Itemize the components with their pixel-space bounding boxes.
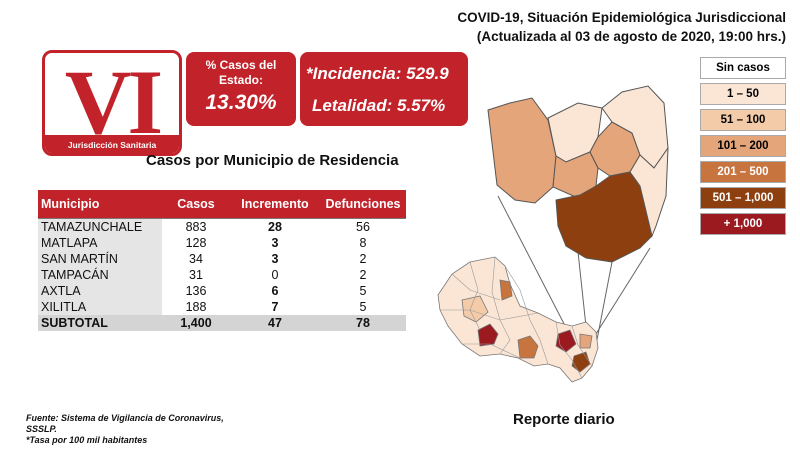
region-axtla: [552, 151, 599, 199]
footnote-source-org: SSSLP.: [26, 424, 57, 434]
cases-table: Municipio Casos Incremento Defunciones T…: [38, 190, 406, 331]
cell-casos: 188: [185, 300, 207, 314]
report-label: Reporte diario: [513, 411, 615, 428]
state-region-north: [499, 279, 513, 301]
logo-subtitle: Jurisdicción Sanitaria: [67, 140, 157, 150]
lethality-value: Letalidad: 5.57%: [312, 96, 446, 115]
column-header-defunciones: Defunciones: [320, 190, 406, 219]
region-east-strip: [629, 146, 669, 238]
state-region-capital: [477, 323, 499, 347]
state-share-label-line-1: % Casos del: [205, 58, 277, 72]
legend-item: + 1,000: [700, 213, 786, 235]
table-row: AXTLA 136 6 5: [38, 283, 406, 299]
table-row: XILITLA 188 7 5: [38, 299, 406, 315]
state-region-light: [461, 295, 489, 323]
cell-municipio: MATLAPA: [38, 235, 162, 251]
table-row: TAMAZUNCHALE 883 28 56: [38, 218, 406, 235]
cell-incremento: 7: [271, 300, 279, 314]
legend-item: Sin casos: [700, 57, 786, 79]
table-row: MATLAPA 128 3 8: [38, 235, 406, 251]
cell-municipio: XILITLA: [38, 299, 162, 315]
cell-casos: 883: [162, 218, 230, 235]
map-legend: Sin casos 1 – 50 51 – 100 101 – 200 201 …: [700, 57, 786, 239]
legend-item: 101 – 200: [700, 135, 786, 157]
table-row: SAN MARTÍN 34 3 2: [38, 251, 406, 267]
logo-band: [45, 135, 179, 153]
cases-table-title: Casos por Municipio de Residencia: [146, 152, 399, 169]
state-share-label: % Casos del Estado:: [186, 58, 296, 88]
cell-incremento: 0: [271, 268, 279, 282]
subtotal-incremento: 47: [230, 315, 320, 331]
cell-casos: 34: [189, 252, 203, 266]
jurisdiction-map: [487, 85, 669, 263]
footnote-rate-note: *Tasa por 100 mil habitantes: [26, 435, 148, 445]
legend-item: 201 – 500: [700, 161, 786, 183]
subtotal-row: SUBTOTAL 1,400 47 78: [38, 315, 406, 331]
legend-item: 1 – 50: [700, 83, 786, 105]
cell-incremento: 3: [271, 252, 279, 266]
cell-defunciones: 8: [359, 236, 367, 250]
incidence-value: *Incidencia: 529.9: [306, 64, 449, 83]
column-header-municipio: Municipio: [38, 190, 162, 219]
region-xilitla: [487, 97, 557, 204]
cell-incremento: 28: [230, 218, 320, 235]
cell-incremento: 6: [271, 284, 279, 298]
cell-casos: 31: [189, 268, 203, 282]
subtotal-label: SUBTOTAL: [38, 315, 162, 331]
cell-defunciones: 2: [359, 252, 367, 266]
cell-municipio: TAMAZUNCHALE: [38, 218, 162, 235]
title-line-2: (Actualizada al 03 de agosto de 2020, 19…: [476, 29, 786, 44]
state-share-value: 13.30%: [205, 91, 277, 114]
title-line-1: COVID-19, Situación Epidemiológica Juris…: [457, 10, 786, 25]
cell-incremento: 3: [271, 236, 279, 250]
state-outline: [437, 256, 599, 383]
jurisdiction-logo: VI Jurisdicción Sanitaria: [42, 50, 182, 156]
cell-defunciones: 5: [359, 300, 367, 314]
column-header-incremento: Incremento: [230, 190, 320, 219]
cell-defunciones: 5: [359, 284, 367, 298]
legend-item: 501 – 1,000: [700, 187, 786, 209]
table-row: TAMPACÁN 31 0 2: [38, 267, 406, 283]
legend-item: 51 – 100: [700, 109, 786, 131]
state-map: [437, 256, 599, 383]
cell-casos: 136: [185, 284, 207, 298]
state-share-box: % Casos del Estado: 13.30%: [186, 52, 296, 126]
footnote-source: Fuente: Sistema de Vigilancia de Coronav…: [26, 413, 224, 423]
subtotal-defunciones: 78: [320, 315, 406, 331]
cell-municipio: AXTLA: [38, 283, 162, 299]
cell-municipio: SAN MARTÍN: [38, 251, 162, 267]
state-region-east: [579, 333, 593, 349]
state-region-center: [517, 335, 539, 359]
state-region-south: [571, 351, 591, 373]
rates-box: *Incidencia: 529.9 Letalidad: 5.57%: [300, 52, 468, 126]
column-header-casos: Casos: [162, 190, 230, 219]
cell-defunciones: 2: [359, 268, 367, 282]
state-share-label-line-2: Estado:: [218, 73, 263, 87]
page-title: COVID-19, Situación Epidemiológica Juris…: [366, 8, 786, 46]
cell-casos: 128: [185, 236, 207, 250]
table-header-row: Municipio Casos Incremento Defunciones: [38, 190, 406, 219]
cell-defunciones: 56: [320, 218, 406, 235]
cell-municipio: TAMPACÁN: [38, 267, 162, 283]
subtotal-casos: 1,400: [162, 315, 230, 331]
state-municipal-lines: [440, 256, 593, 379]
footnote: Fuente: Sistema de Vigilancia de Coronav…: [26, 413, 266, 446]
